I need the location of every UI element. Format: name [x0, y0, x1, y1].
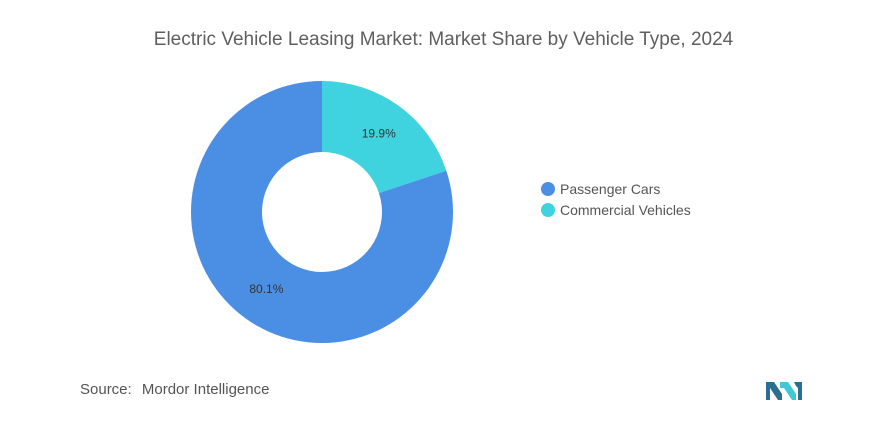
donut-slice-commercial-vehicles [322, 81, 447, 194]
source-value: Mordor Intelligence [141, 381, 270, 398]
legend-label-commercial-vehicles: Commercial Vehicles [560, 202, 691, 218]
donut-slice-passenger-cars [190, 81, 454, 343]
chart-title: Electric Vehicle Leasing Market: Market … [153, 29, 734, 50]
slice-label-commercial-vehicles: 19.9% [362, 126, 396, 140]
legend-marker-passenger-cars [541, 182, 555, 196]
slice-label-passenger-cars: 80.1% [249, 282, 283, 296]
legend: Passenger Cars Commercial Vehicles [541, 181, 691, 218]
mordor-intelligence-logo [766, 382, 802, 400]
legend-marker-commercial-vehicles [541, 203, 555, 217]
legend-label-passenger-cars: Passenger Cars [560, 181, 660, 197]
slice-labels: 19.9% 80.1% [249, 126, 396, 296]
source-label: Source: [80, 381, 132, 398]
source-note: Source: Mordor Intelligence [80, 381, 269, 398]
donut-slices [190, 81, 454, 343]
